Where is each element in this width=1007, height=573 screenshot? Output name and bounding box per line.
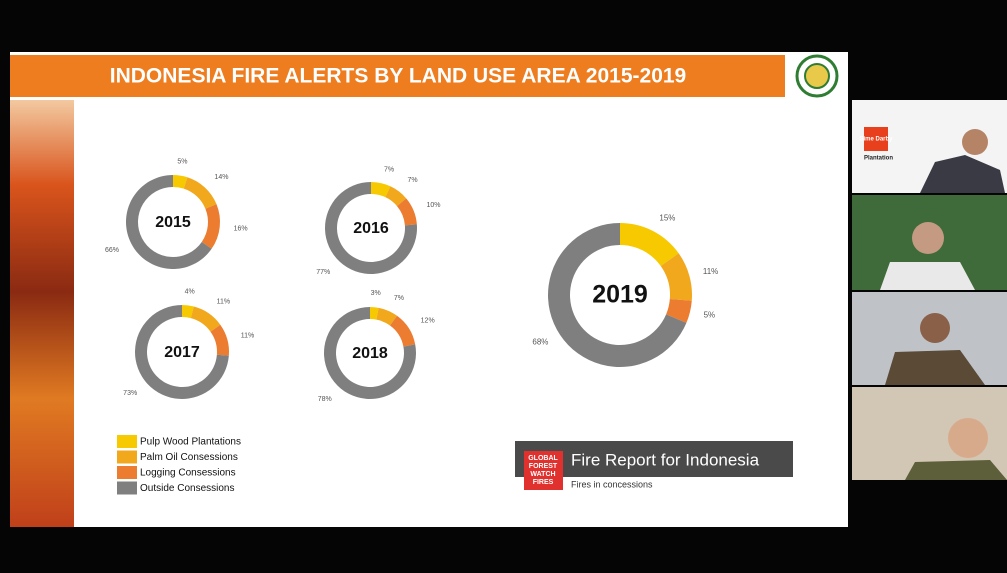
value-label: 77%: [316, 269, 330, 276]
person-head: [920, 313, 950, 343]
banner-subtitle: Fires in concessions: [571, 479, 653, 489]
chart-title: 2018: [352, 345, 388, 362]
donut-segment: [397, 198, 417, 226]
chart-title: 2019: [592, 281, 648, 309]
value-label: 10%: [427, 202, 441, 209]
value-label: 14%: [214, 174, 228, 181]
brand-logo: [864, 127, 888, 151]
donut-segment: [183, 177, 217, 209]
donut-segment: [371, 182, 391, 198]
fruit-image: [10, 100, 74, 527]
value-label: 68%: [532, 338, 548, 347]
value-label: 16%: [234, 225, 248, 232]
value-label: 7%: [384, 166, 394, 173]
donut-segment: [190, 306, 221, 332]
legend-swatch: [117, 450, 137, 464]
value-label: 5%: [704, 310, 716, 319]
donut-segment: [210, 324, 229, 356]
logo-line: FOREST: [529, 463, 558, 470]
banner-title: Fire Report for Indonesia: [571, 450, 760, 469]
value-label: 78%: [318, 396, 332, 403]
value-label: 11%: [241, 333, 255, 340]
value-label: 12%: [421, 318, 435, 325]
gfw-logo: [524, 451, 563, 490]
value-label: 73%: [123, 390, 137, 397]
legend-label: Pulp Wood Plantations: [140, 437, 241, 448]
gfw-logo-text: GLOBAL FOREST WATCH FIRES: [528, 455, 558, 486]
donut-segment: [660, 253, 693, 301]
legend-label: Palm Oil Consessions: [140, 452, 238, 463]
donut-segment: [182, 305, 194, 319]
person-head: [912, 222, 944, 254]
donut-segment: [389, 315, 416, 347]
logo-line: GLOBAL: [528, 455, 558, 462]
donut-segment: [666, 298, 692, 323]
chart-title: 2015: [155, 214, 191, 231]
brand: Sime Darby: [859, 137, 893, 143]
logo-line: FIRES: [533, 479, 554, 486]
person-head: [948, 418, 988, 458]
donut-segment: [201, 204, 220, 249]
donut-segment: [370, 307, 379, 320]
value-label: 7%: [407, 177, 417, 184]
donut-segment: [376, 307, 398, 326]
value-label: 66%: [105, 247, 119, 254]
slide-title: INDONESIA FIRE ALERTS BY LAND USE AREA 2…: [110, 65, 686, 88]
donut-segment: [620, 223, 679, 266]
value-label: 11%: [703, 267, 718, 276]
person: [920, 155, 1005, 193]
value-label: 5%: [177, 159, 187, 166]
emblem-inner: [804, 63, 830, 89]
person-head: [962, 129, 988, 155]
donut-segment: [173, 175, 188, 189]
person: [880, 262, 975, 290]
donut-segment: [385, 186, 407, 207]
value-label: 4%: [185, 288, 195, 295]
legend-swatch: [117, 435, 137, 448]
value-label: 3%: [371, 290, 381, 297]
chart-title: 2016: [353, 220, 389, 237]
legend-label: Outside Consessions: [140, 483, 235, 494]
title-bar: [10, 55, 785, 97]
brand-sub: Plantation: [864, 156, 893, 162]
logo-line: WATCH: [530, 471, 555, 478]
person: [905, 460, 1007, 480]
value-label: 15%: [659, 214, 675, 223]
legend-swatch: [117, 481, 137, 495]
legend-label: Logging Consessions: [140, 468, 236, 479]
legend-swatch: [117, 466, 137, 479]
value-label: 7%: [394, 295, 404, 302]
person: [885, 350, 985, 385]
donut-segment: [548, 223, 687, 367]
chart-title: 2017: [164, 344, 200, 361]
value-label: 11%: [217, 299, 231, 306]
